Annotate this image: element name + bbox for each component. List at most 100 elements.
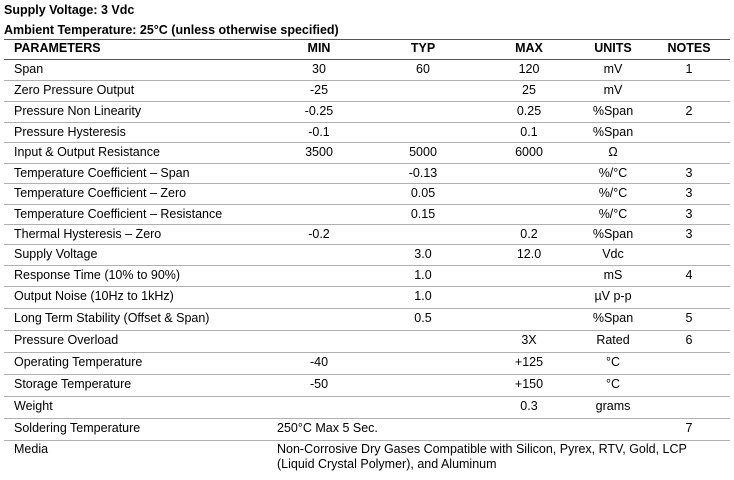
- supply-voltage-heading: Supply Voltage: 3 Vdc: [4, 3, 135, 17]
- parameter-label: Operating Temperature: [14, 355, 143, 369]
- units-value: mV: [603, 83, 623, 97]
- row-divider: [4, 286, 730, 287]
- notes-value: 4: [685, 268, 693, 282]
- row-divider: [4, 418, 730, 419]
- max-value: 25: [522, 83, 536, 97]
- units-value: Ω: [608, 145, 618, 159]
- notes-value: 2: [685, 104, 693, 118]
- parameter-label: Media: [14, 442, 49, 456]
- max-value: +150: [514, 377, 544, 391]
- column-header-parameters: PARAMETERS: [14, 41, 101, 55]
- max-value: 0.1: [520, 125, 538, 139]
- notes-value: 5: [685, 311, 693, 325]
- units-value: %/°C: [598, 166, 628, 180]
- notes-value: 3: [685, 227, 693, 241]
- parameter-label: Weight: [14, 399, 53, 413]
- row-divider: [4, 59, 730, 60]
- units-value: mS: [603, 268, 623, 282]
- notes-value: 7: [685, 421, 693, 435]
- typ-value: 5000: [409, 145, 437, 159]
- units-value: %Span: [592, 311, 634, 325]
- row-divider: [4, 80, 730, 81]
- parameter-label: Pressure Non Linearity: [14, 104, 142, 118]
- typ-value: 3.0: [414, 247, 432, 261]
- ambient-temperature-heading: Ambient Temperature: 25°C (unless otherw…: [4, 23, 339, 37]
- units-value: %Span: [592, 104, 634, 118]
- row-divider: [4, 244, 730, 245]
- table-top-rule: [4, 39, 730, 40]
- typ-value: 1.0: [414, 289, 432, 303]
- min-value: -0.25: [304, 104, 334, 118]
- units-value: °C: [605, 377, 621, 391]
- parameter-label: Storage Temperature: [14, 377, 132, 391]
- row-divider: [4, 330, 730, 331]
- max-value: +125: [514, 355, 544, 369]
- soldering-value: 250°C Max 5 Sec.: [277, 421, 378, 435]
- min-value: -50: [309, 377, 329, 391]
- row-divider: [4, 308, 730, 309]
- units-value: %/°C: [598, 186, 628, 200]
- parameter-label: Temperature Coefficient – Resistance: [14, 207, 223, 221]
- units-value: mV: [603, 62, 623, 76]
- units-value: Vdc: [602, 247, 624, 261]
- row-divider: [4, 352, 730, 353]
- parameter-label: Pressure Overload: [14, 333, 119, 347]
- max-value: 0.2: [520, 227, 538, 241]
- min-value: -25: [309, 83, 329, 97]
- column-header-notes: NOTES: [667, 41, 711, 55]
- typ-value: -0.13: [408, 166, 438, 180]
- media-value: Non-Corrosive Dry Gases Compatible with …: [277, 442, 687, 471]
- typ-value: 0.5: [414, 311, 432, 325]
- min-value: -0.2: [308, 227, 330, 241]
- min-value: -40: [309, 355, 329, 369]
- units-value: %Span: [592, 227, 634, 241]
- typ-value: 1.0: [414, 268, 432, 282]
- min-value: 3500: [305, 145, 333, 159]
- parameter-label: Output Noise (10Hz to 1kHz): [14, 289, 174, 303]
- row-divider: [4, 101, 730, 102]
- column-header-typ: TYP: [410, 41, 436, 55]
- row-divider: [4, 142, 730, 143]
- min-value: -0.1: [308, 125, 330, 139]
- parameter-label: Temperature Coefficient – Span: [14, 166, 190, 180]
- parameter-label: Long Term Stability (Offset & Span): [14, 311, 210, 325]
- row-divider: [4, 224, 730, 225]
- notes-value: 6: [685, 333, 693, 347]
- parameter-label: Response Time (10% to 90%): [14, 268, 181, 282]
- column-header-units: UNITS: [594, 41, 632, 55]
- parameter-label: Pressure Hysteresis: [14, 125, 126, 139]
- row-divider: [4, 396, 730, 397]
- notes-value: 3: [685, 207, 693, 221]
- column-header-max: MAX: [515, 41, 543, 55]
- typ-value: 60: [416, 62, 430, 76]
- parameter-label: Input & Output Resistance: [14, 145, 160, 159]
- typ-value: 0.15: [410, 207, 436, 221]
- max-value: 12.0: [516, 247, 542, 261]
- row-divider: [4, 163, 730, 164]
- max-value: 6000: [515, 145, 543, 159]
- parameter-label: Supply Voltage: [14, 247, 98, 261]
- row-divider: [4, 440, 730, 441]
- row-divider: [4, 183, 730, 184]
- row-divider: [4, 204, 730, 205]
- parameter-label: Span: [14, 62, 44, 76]
- row-divider: [4, 374, 730, 375]
- row-divider: [4, 122, 730, 123]
- notes-value: 3: [685, 186, 693, 200]
- units-value: grams: [595, 399, 631, 413]
- max-value: 120: [518, 62, 540, 76]
- typ-value: 0.05: [410, 186, 436, 200]
- max-value: 0.25: [516, 104, 542, 118]
- max-value: 3X: [521, 333, 537, 347]
- units-value: %/°C: [598, 207, 628, 221]
- row-divider: [4, 265, 730, 266]
- notes-value: 1: [685, 62, 693, 76]
- units-value: %Span: [592, 125, 634, 139]
- units-value: °C: [605, 355, 621, 369]
- column-header-min: MIN: [307, 41, 331, 55]
- units-value: Rated: [596, 333, 630, 347]
- notes-value: 3: [685, 166, 693, 180]
- parameter-label: Thermal Hysteresis – Zero: [14, 227, 162, 241]
- parameter-label: Zero Pressure Output: [14, 83, 135, 97]
- min-value: 30: [312, 62, 326, 76]
